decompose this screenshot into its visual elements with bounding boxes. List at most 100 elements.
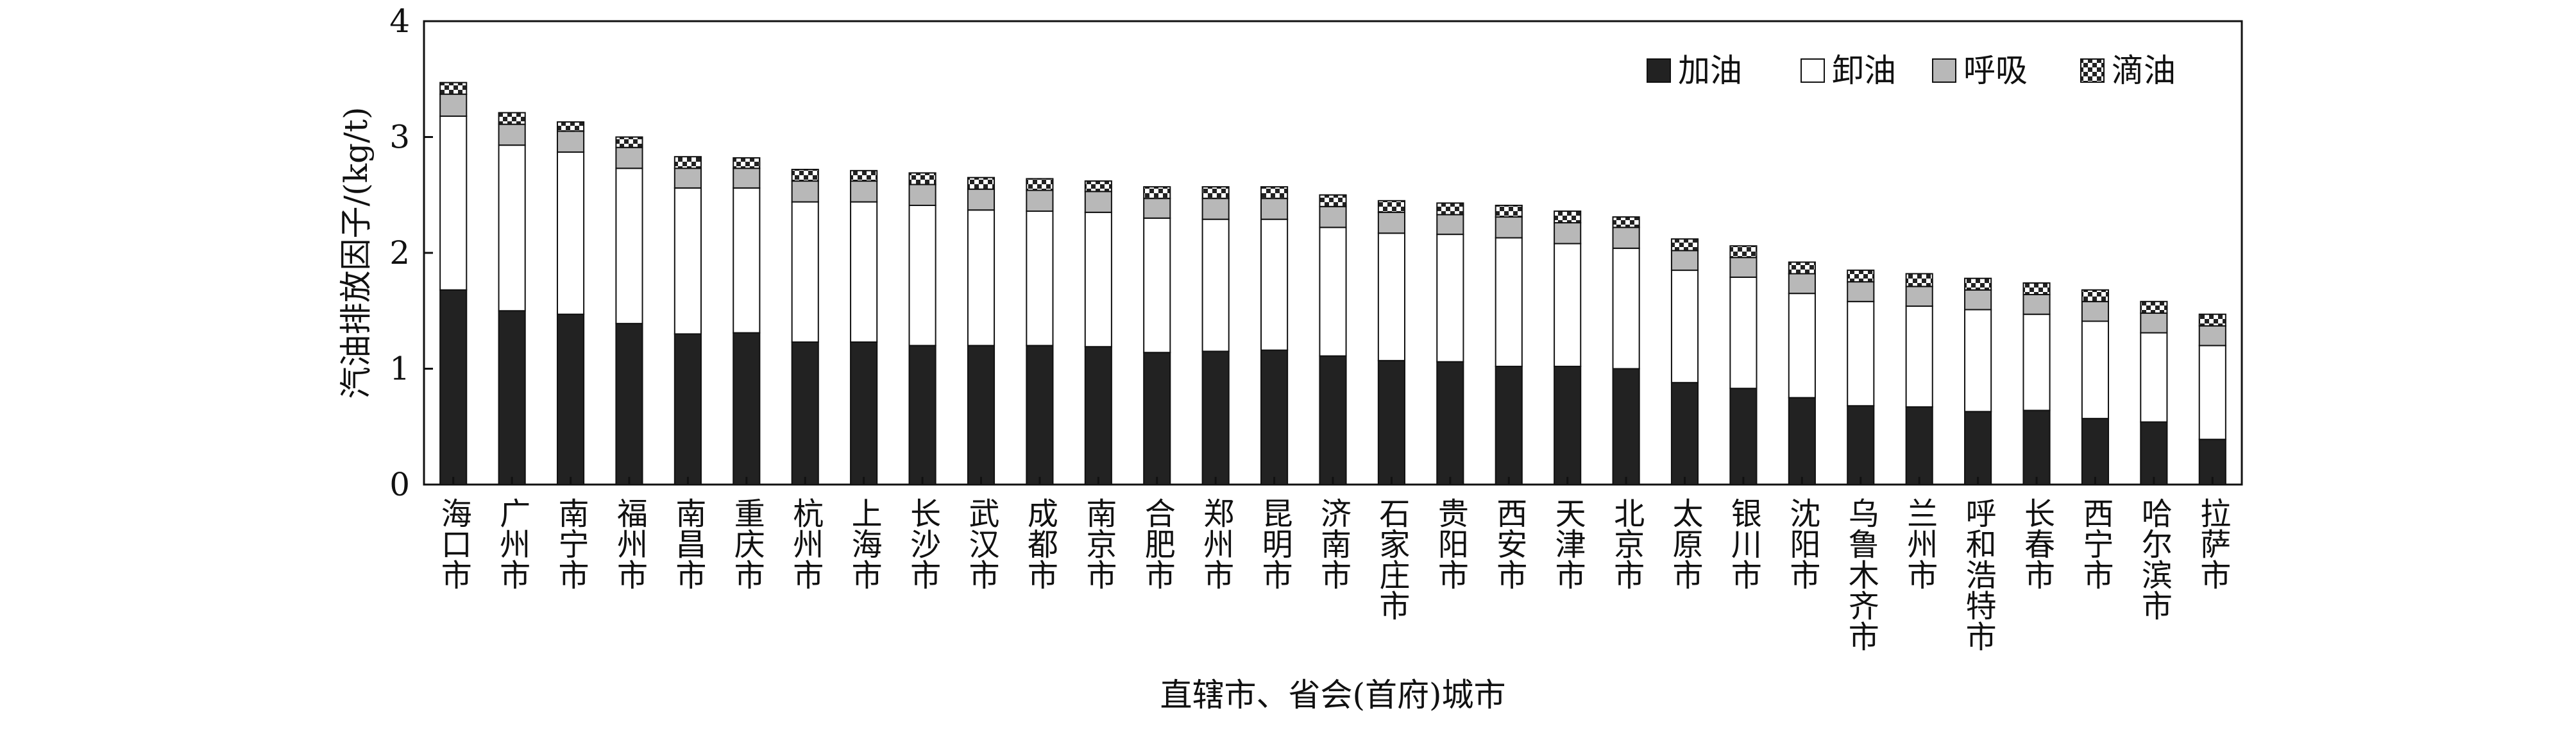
- bar-segment: [791, 201, 819, 343]
- bar-segment: [2022, 313, 2051, 411]
- bar-segment: [1554, 365, 1582, 486]
- bar-segment: [1436, 361, 1464, 485]
- bar-segment: [674, 187, 702, 335]
- bar-segment: [1377, 359, 1405, 485]
- x-tick-label: 武汉市: [963, 497, 999, 590]
- bar-segment: [2081, 289, 2110, 302]
- bar-segment: [1788, 293, 1816, 399]
- bar-segment: [556, 313, 585, 485]
- bar-segment: [2022, 409, 2051, 485]
- bar-segment: [2022, 282, 2051, 295]
- bar-segment: [1143, 198, 1171, 219]
- bar-segment: [967, 345, 996, 486]
- bar-segment: [967, 176, 996, 190]
- x-tick-label: 广州市: [494, 497, 530, 590]
- bar-segment: [1670, 382, 1699, 485]
- bar-segment: [1319, 227, 1347, 357]
- bar-segment: [908, 172, 936, 185]
- bar-segment: [1201, 218, 1230, 352]
- y-tick-label: 4: [389, 3, 410, 40]
- bar-segment: [1377, 232, 1405, 361]
- bar-segment: [498, 310, 526, 485]
- bar-segment: [1319, 205, 1347, 228]
- bar-segment: [1260, 349, 1289, 485]
- bar-segment: [1729, 388, 1758, 485]
- bar-segment: [1847, 405, 1875, 486]
- bar-segment: [1143, 352, 1171, 485]
- bar-segment: [1026, 345, 1054, 486]
- bar-segment: [2140, 332, 2168, 423]
- y-axis-label: 汽油排放因子/(kg/t): [337, 107, 375, 399]
- bar-segment: [439, 82, 468, 95]
- x-tick-label: 沈阳市: [1784, 497, 1820, 590]
- bar-segment: [1964, 289, 1992, 311]
- bar-segment: [1084, 180, 1112, 193]
- bar-segment: [1964, 277, 1992, 291]
- bar-segment: [1084, 191, 1112, 213]
- bar-segment: [1670, 270, 1699, 384]
- bar-segment: [1201, 350, 1230, 485]
- x-tick-label: 西宁市: [2077, 497, 2113, 590]
- x-tick-label: 贵阳市: [1432, 497, 1468, 590]
- bar-segment: [674, 333, 702, 485]
- bar-segment: [1084, 346, 1112, 486]
- bar-segment: [1670, 250, 1699, 271]
- bar-segment: [1612, 227, 1640, 249]
- bar-segment: [733, 168, 761, 189]
- bar-segment: [791, 169, 819, 182]
- x-tick-label: 长沙市: [904, 497, 940, 590]
- bar-segment: [850, 201, 878, 343]
- bar-segment: [1729, 257, 1758, 278]
- bar-segment: [850, 180, 878, 203]
- bar-segment: [439, 116, 468, 291]
- x-tick-label: 兰州市: [1901, 497, 1937, 590]
- bar-segment: [1495, 365, 1523, 486]
- bar-segment: [1788, 273, 1816, 295]
- bar-segment: [1788, 261, 1816, 275]
- bar-segment: [2081, 418, 2110, 485]
- bar-segment: [1905, 406, 1933, 485]
- bar-segment: [967, 209, 996, 347]
- bar-segment: [1964, 309, 1992, 413]
- bar-segment: [1436, 202, 1464, 216]
- bar-segment: [1260, 186, 1289, 200]
- y-tick-label: 3: [389, 119, 410, 156]
- bar-segment: [1377, 211, 1405, 234]
- bar-segment: [615, 168, 643, 325]
- x-tick-label: 银川市: [1725, 497, 1761, 590]
- bar-segment: [674, 168, 702, 189]
- x-tick-label: 昆明市: [1257, 497, 1292, 590]
- bar-segment: [1026, 211, 1054, 347]
- bar-segment: [1319, 355, 1347, 486]
- legend-label: 加油: [1678, 52, 1742, 89]
- x-tick-label: 成都市: [1022, 497, 1058, 590]
- legend-swatch: [1647, 58, 1671, 83]
- bar-segment: [908, 184, 936, 206]
- x-tick-label: 合肥市: [1139, 497, 1175, 590]
- bar-segment: [908, 345, 936, 486]
- legend-label: 卸油: [1832, 52, 1896, 89]
- x-tick-label: 南昌市: [670, 497, 706, 590]
- x-tick-label: 拉萨市: [2194, 497, 2230, 590]
- bar-segment: [2081, 300, 2110, 322]
- bar-segment: [1905, 286, 1933, 307]
- bar-segment: [1495, 204, 1523, 218]
- x-tick-label: 哈尔滨市: [2136, 497, 2172, 621]
- legend-label: 呼吸: [1963, 52, 2028, 89]
- legend-swatch: [1801, 58, 1825, 83]
- bar-segment: [2140, 421, 2168, 486]
- x-tick-label: 天津市: [1550, 497, 1586, 590]
- bar-segment: [908, 204, 936, 347]
- bar-segment: [556, 121, 585, 132]
- bar-segment: [1436, 214, 1464, 236]
- x-tick-label: 西安市: [1491, 497, 1527, 590]
- bar-segment: [498, 123, 526, 146]
- bar-segment: [1729, 245, 1758, 259]
- x-tick-label: 太原市: [1667, 497, 1703, 590]
- bar-segment: [2140, 300, 2168, 314]
- bar-segment: [439, 93, 468, 117]
- bar-segment: [1143, 186, 1171, 200]
- x-tick-label: 长春市: [2019, 497, 2055, 590]
- bar-segment: [733, 157, 761, 169]
